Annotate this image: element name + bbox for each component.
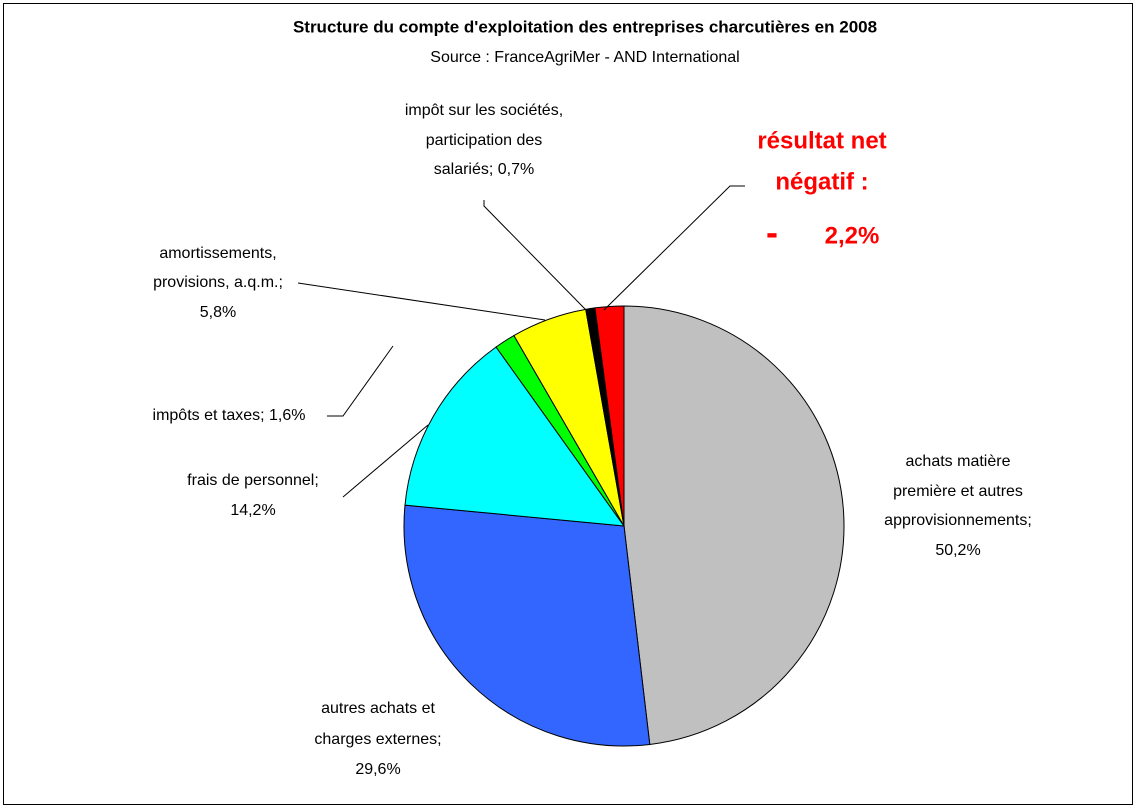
data-label: impôts et taxes; 1,6% <box>153 407 306 424</box>
pie <box>403 305 845 747</box>
data-label: première et autres <box>893 483 1023 500</box>
data-label: 29,6% <box>355 761 400 778</box>
data-label: autres achats et <box>321 700 435 717</box>
leader-line <box>297 282 546 321</box>
data-label: participation des <box>426 132 543 149</box>
data-label: - <box>766 212 778 253</box>
data-label: 2,2% <box>825 222 880 249</box>
data-label: 50,2% <box>935 542 980 559</box>
leader-line <box>483 200 587 311</box>
data-label: 14,2% <box>230 502 275 519</box>
leader-line <box>327 345 394 417</box>
pie-slice <box>404 346 626 527</box>
data-label: frais de personnel; <box>187 472 319 489</box>
data-label: 5,8% <box>200 304 236 321</box>
data-labels: achats matière première et autres approvis… <box>153 102 1032 778</box>
chart-subtitle: Source : FranceAgriMer - AND Internation… <box>430 49 739 66</box>
pie-slice <box>594 305 625 527</box>
data-label: amortissements, <box>159 245 276 262</box>
data-label: achats matière <box>906 453 1011 470</box>
leader-line <box>342 424 429 498</box>
pie-slice <box>403 504 651 747</box>
data-label: salariés; 0,7% <box>434 161 535 178</box>
data-label: provisions, a.q.m.; <box>153 274 283 291</box>
leader-line <box>603 185 745 311</box>
pie-slice <box>623 305 845 746</box>
chart-title: Structure du compte d'exploitation des e… <box>293 17 877 36</box>
data-label: charges externes; <box>314 731 441 748</box>
data-label: approvisionnements; <box>884 512 1032 529</box>
data-label: impôt sur les sociétés, <box>405 102 563 119</box>
data-label: résultat net <box>757 127 886 154</box>
data-label: négatif : <box>775 168 868 195</box>
